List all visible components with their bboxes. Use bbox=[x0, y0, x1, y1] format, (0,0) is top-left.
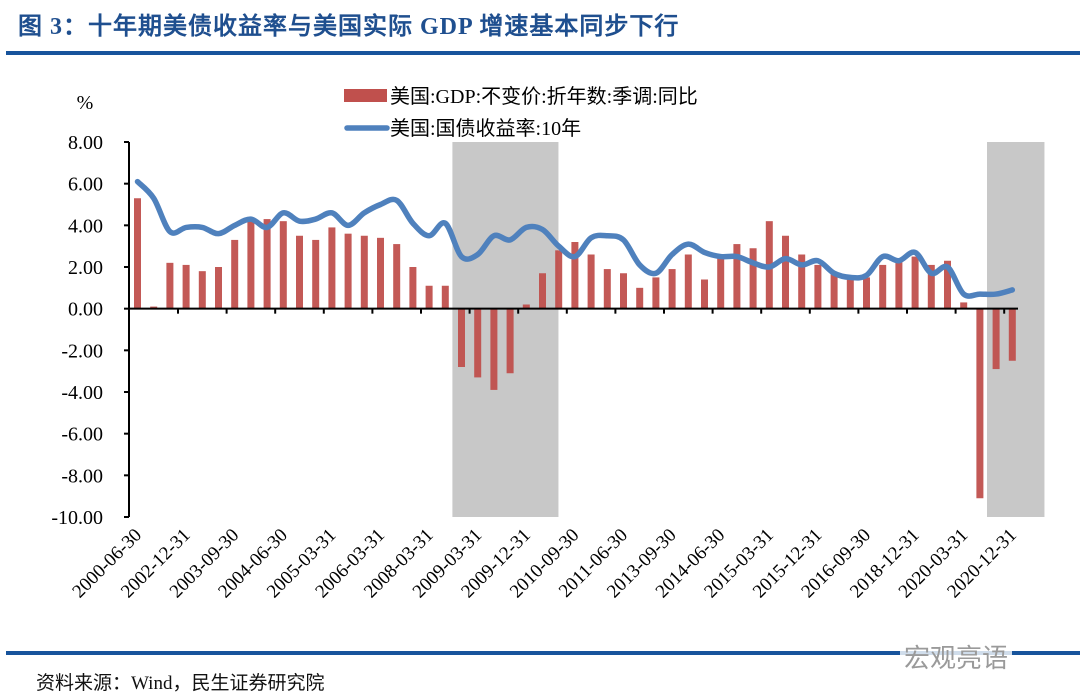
gdp-bar bbox=[1008, 308, 1016, 361]
y-tick-label: -2.00 bbox=[61, 340, 103, 362]
y-tick-label: 2.00 bbox=[68, 257, 103, 279]
gdp-bar bbox=[522, 304, 530, 309]
gdp-bar bbox=[312, 239, 320, 309]
gdp-bar bbox=[279, 221, 287, 309]
gdp-bar bbox=[425, 285, 433, 309]
footer-divider bbox=[6, 651, 1080, 655]
legend-label-gdp: 美国:GDP:不变价:折年数:季调:同比 bbox=[390, 85, 698, 108]
legend-swatch-gdp bbox=[344, 89, 387, 102]
gdp-bar bbox=[182, 264, 190, 309]
gdp-bar bbox=[393, 244, 401, 309]
y-tick-label: 8.00 bbox=[68, 132, 103, 154]
gdp-bar bbox=[895, 260, 903, 309]
source-note: 资料来源：Wind，民生证券研究院 bbox=[36, 673, 325, 694]
gdp-bar bbox=[555, 250, 563, 309]
gdp-bar bbox=[879, 264, 887, 309]
yield-line bbox=[134, 178, 1016, 299]
legend-label-yield: 美国:国债收益率:10年 bbox=[390, 117, 581, 140]
gdp-bar bbox=[636, 287, 644, 309]
gdp-bar bbox=[360, 235, 368, 309]
gdp-bar bbox=[603, 269, 611, 309]
y-tick-label: 4.00 bbox=[68, 215, 103, 237]
gdp-bar bbox=[263, 219, 271, 309]
gdp-bar bbox=[490, 308, 498, 390]
gdp-bar bbox=[911, 256, 919, 309]
title-divider bbox=[6, 51, 1080, 55]
y-tick-label: -6.00 bbox=[61, 424, 103, 446]
gdp-bar bbox=[782, 235, 789, 309]
gdp-bar bbox=[717, 256, 725, 309]
gdp-bar bbox=[587, 254, 595, 309]
gdp-bar bbox=[749, 248, 757, 309]
gdp-bar bbox=[409, 267, 417, 309]
gdp-bar bbox=[215, 267, 222, 309]
gdp-bar bbox=[328, 227, 336, 309]
gdp-bar bbox=[863, 277, 870, 309]
y-tick-label: 0.00 bbox=[68, 299, 103, 321]
gdp-bar bbox=[458, 308, 465, 367]
gdp-bar bbox=[539, 273, 546, 309]
y-tick-label: -8.00 bbox=[61, 465, 103, 487]
gdp-bar bbox=[441, 285, 449, 309]
gdp-bar bbox=[668, 269, 676, 309]
chart-title: 图 3：十年期美债收益率与美国实际 GDP 增速基本同步下行 bbox=[18, 14, 680, 40]
gdp-bar bbox=[830, 273, 838, 309]
gdp-bar bbox=[814, 264, 822, 309]
gdp-bar bbox=[571, 242, 579, 309]
gdp-bar bbox=[166, 262, 174, 309]
gdp-bar bbox=[846, 279, 854, 309]
gdp-bar bbox=[150, 306, 158, 309]
watermark-logo: 宏观亮语 bbox=[900, 638, 1013, 675]
gdp-bar bbox=[701, 279, 708, 309]
gdp-bar bbox=[134, 198, 141, 309]
y-tick-label: 6.00 bbox=[68, 174, 103, 196]
gdp-bar bbox=[733, 244, 741, 309]
gdp-bar bbox=[247, 221, 255, 309]
gdp-bar bbox=[198, 271, 206, 309]
gdp-bar bbox=[231, 239, 239, 309]
shaded-period bbox=[452, 142, 559, 517]
gdp-bar bbox=[620, 273, 627, 309]
gdp-bar bbox=[960, 302, 968, 309]
y-tick-label: -4.00 bbox=[61, 382, 103, 404]
gdp-bar bbox=[992, 308, 1000, 370]
gdp-bar bbox=[474, 308, 482, 378]
gdp-bar bbox=[976, 308, 984, 499]
y-tick-label: -10.00 bbox=[51, 507, 103, 529]
gdp-bar bbox=[296, 235, 303, 309]
gdp-bar bbox=[798, 254, 806, 309]
gdp-bar bbox=[344, 233, 352, 309]
gdp-bar bbox=[684, 254, 692, 309]
gdp-bar bbox=[506, 308, 514, 374]
y-axis-unit: % bbox=[77, 92, 94, 114]
gdp-bar bbox=[927, 264, 935, 309]
gdp-bar bbox=[652, 277, 660, 309]
gdp-bar bbox=[377, 237, 384, 309]
gdp-bar bbox=[944, 260, 951, 309]
